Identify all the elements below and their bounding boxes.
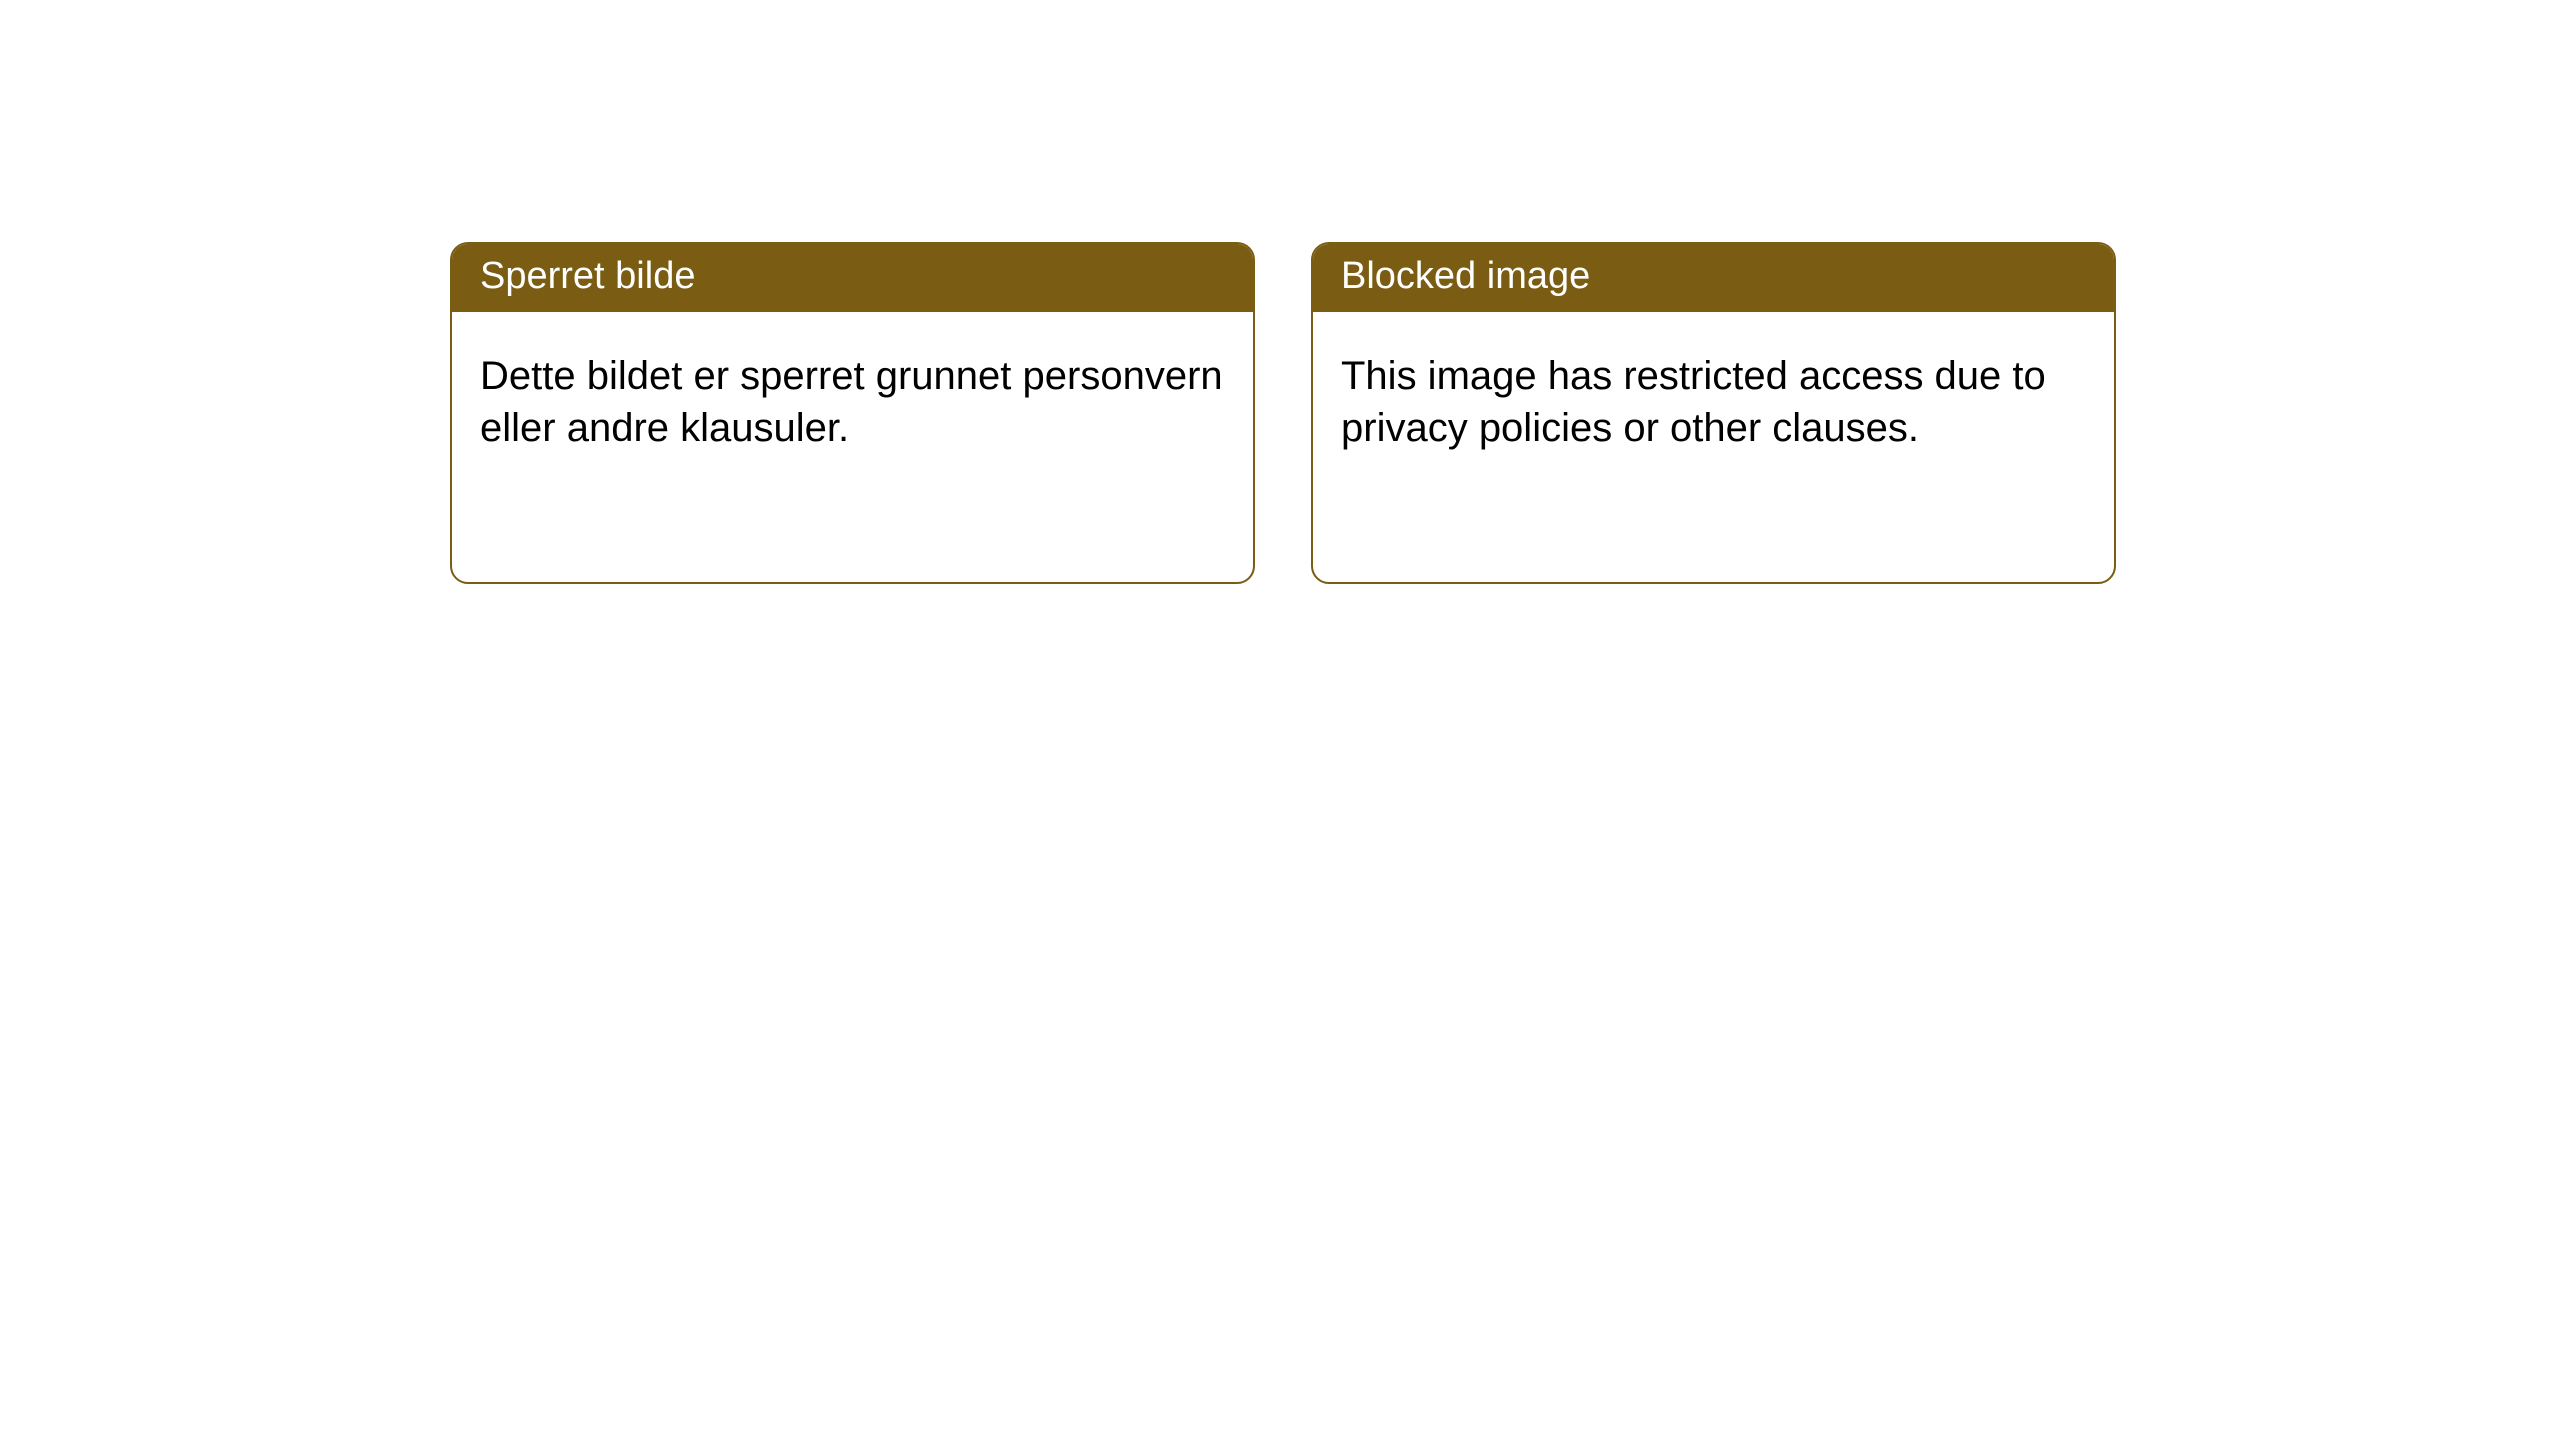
notice-container: Sperret bilde Dette bildet er sperret gr… xyxy=(0,0,2560,584)
card-title-no: Sperret bilde xyxy=(480,255,695,297)
blocked-image-card-no: Sperret bilde Dette bildet er sperret gr… xyxy=(450,242,1255,584)
card-message-no: Dette bildet er sperret grunnet personve… xyxy=(480,354,1223,451)
card-message-en: This image has restricted access due to … xyxy=(1341,354,2046,451)
card-body-en: This image has restricted access due to … xyxy=(1313,312,2114,582)
blocked-image-card-en: Blocked image This image has restricted … xyxy=(1311,242,2116,584)
card-title-en: Blocked image xyxy=(1341,255,1590,297)
card-header-no: Sperret bilde xyxy=(452,244,1253,312)
card-header-en: Blocked image xyxy=(1313,244,2114,312)
card-body-no: Dette bildet er sperret grunnet personve… xyxy=(452,312,1253,582)
